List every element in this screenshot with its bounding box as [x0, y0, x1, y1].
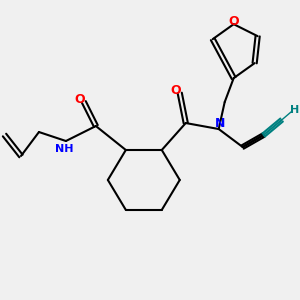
Text: H: H: [290, 105, 300, 115]
Text: N: N: [215, 117, 225, 130]
Text: O: O: [74, 93, 85, 106]
Text: NH: NH: [55, 143, 74, 154]
Text: O: O: [228, 15, 239, 28]
Text: O: O: [170, 84, 181, 97]
